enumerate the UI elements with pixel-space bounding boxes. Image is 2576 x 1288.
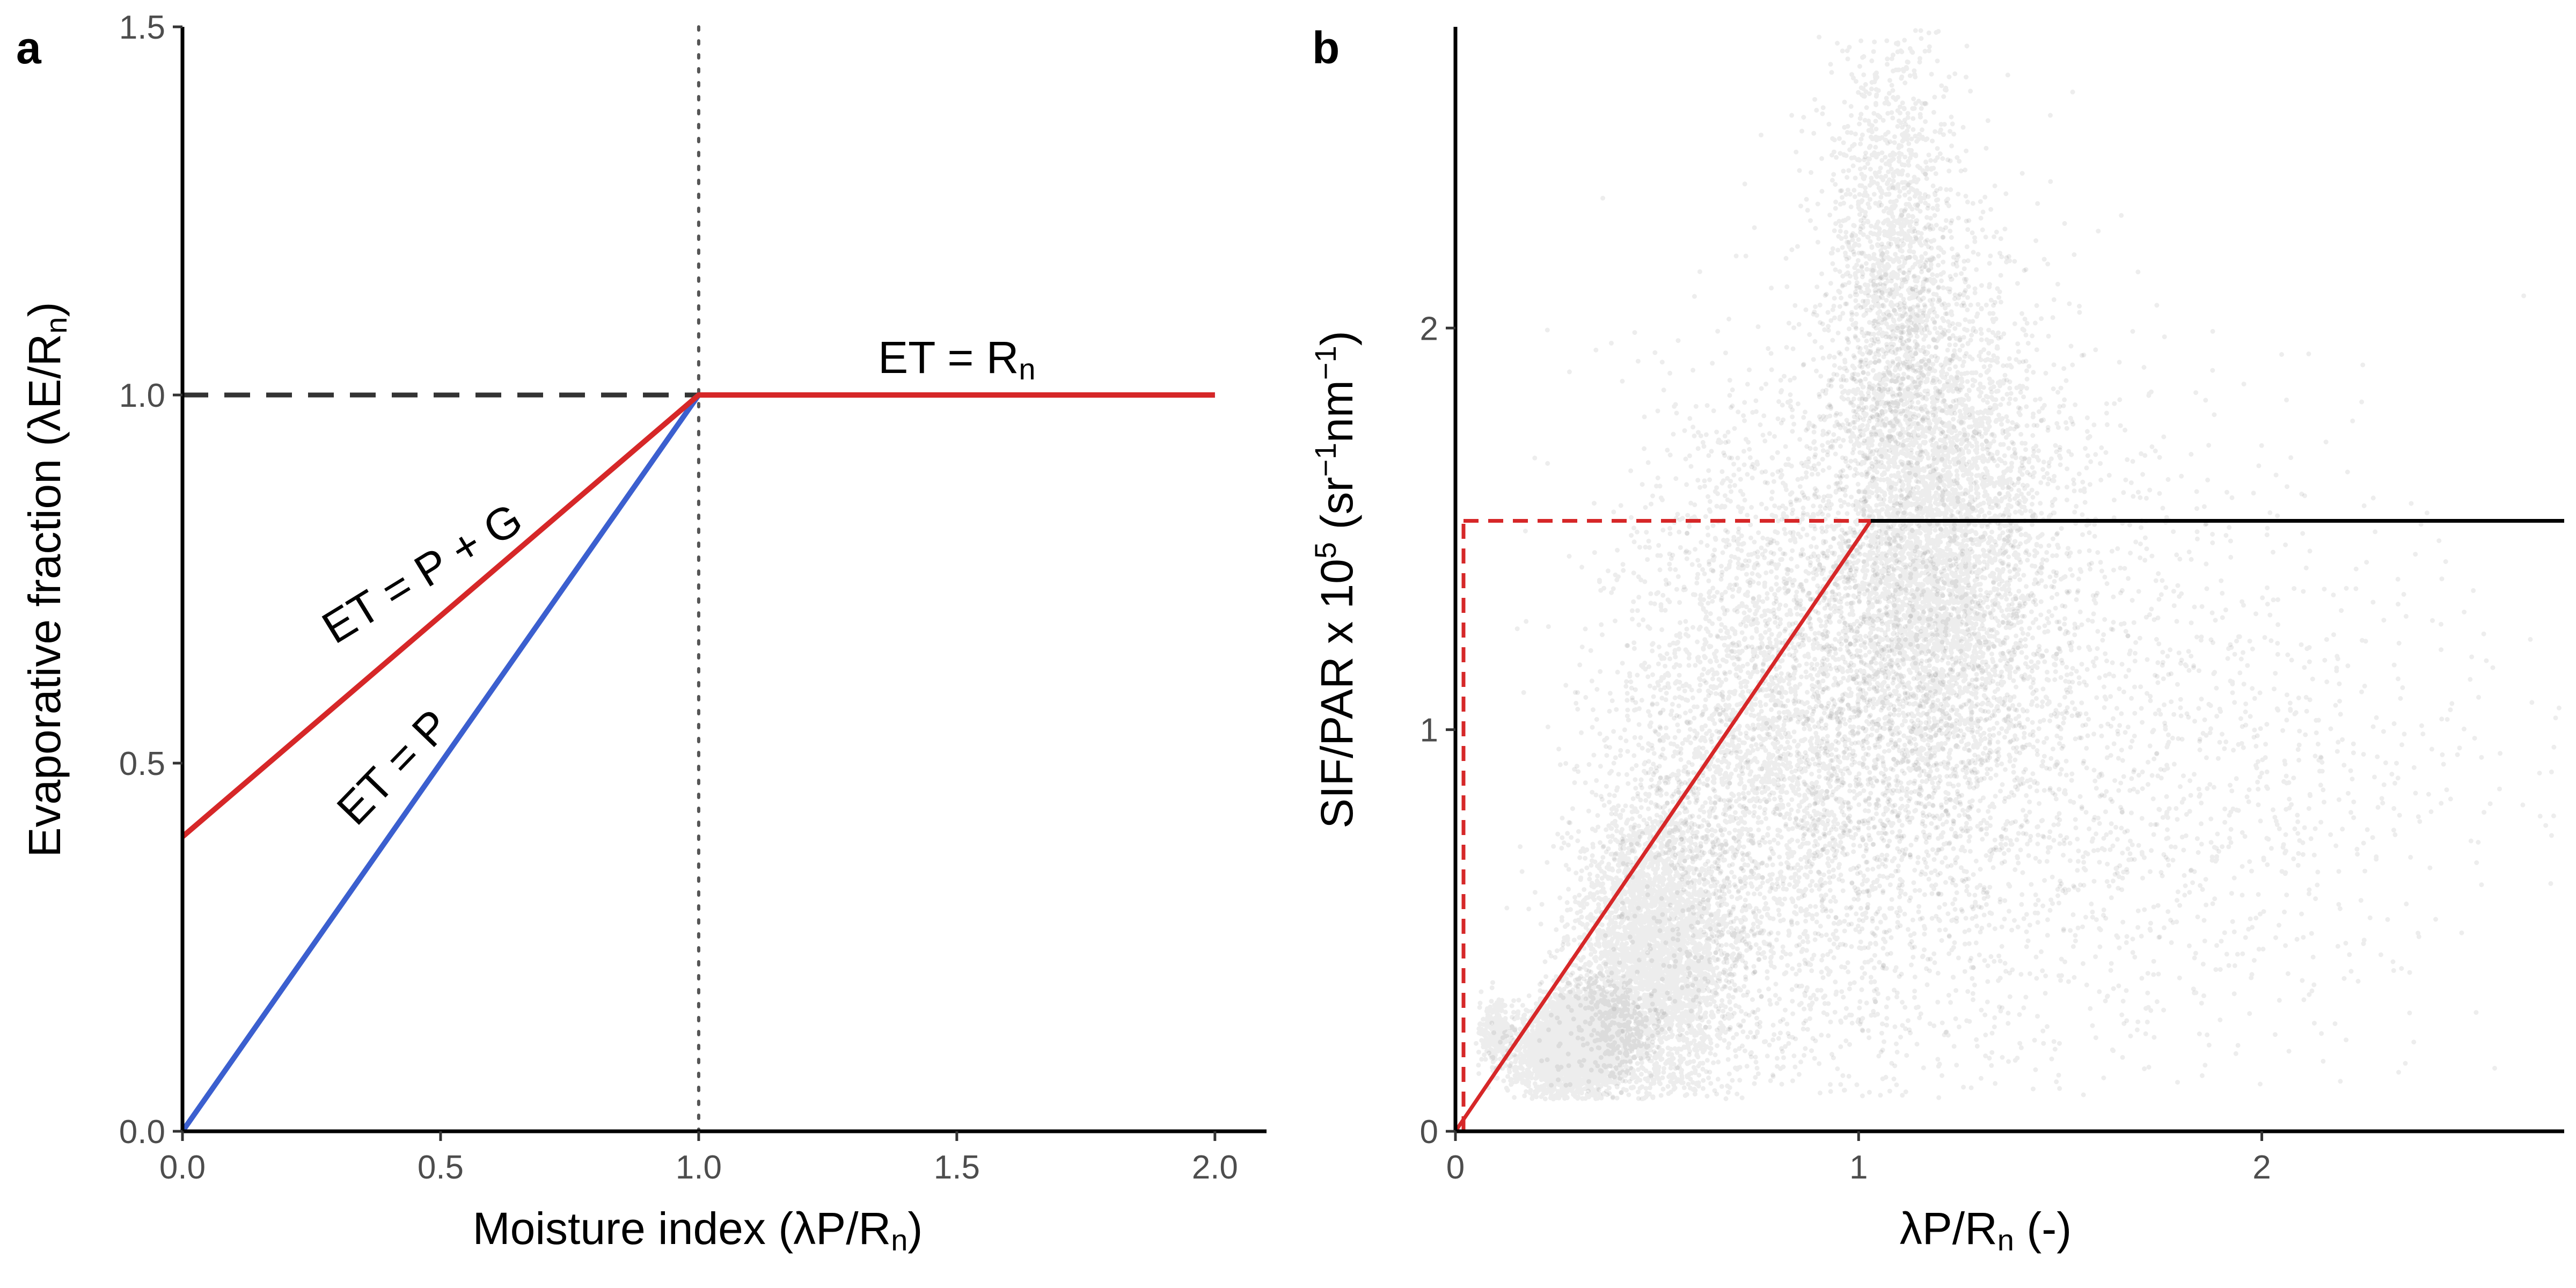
panel-a-xlabel-main: Moisture index (λP/R: [473, 1203, 891, 1254]
panel-a-series: [180, 392, 1215, 1133]
panel-b-scatter-cluster-6: [1762, 293, 2562, 1085]
panel-a-axes: [180, 27, 1267, 1133]
panel-a-ylabel-end: ): [19, 302, 70, 317]
panel-a-ylabel-sub: n: [39, 317, 73, 334]
panel-b-y-tick-label: 0: [1420, 1114, 1438, 1151]
panel-a-y-tick-label: 1.5: [119, 9, 165, 46]
panel-b-scatter-cluster-4: [1789, 28, 2030, 626]
panel-a-y-tick-label: 0.0: [119, 1114, 165, 1151]
panel-a-x-tick-label: 1.0: [676, 1149, 722, 1186]
panel-b-x-tick-label: 1: [1849, 1149, 1868, 1186]
panel-a-x-axis-title: Moisture index (λP/Rn): [473, 1203, 923, 1257]
panel-a-x-tick-label: 1.5: [934, 1149, 980, 1186]
panel-b-axes: [1453, 27, 2564, 1133]
panel-b-scatter-cluster-3: [1719, 71, 2128, 1061]
panel-b-ylabel-part-3: −1: [1308, 443, 1342, 477]
panel-b-scatter-cluster-0: [1485, 947, 1672, 1102]
panel-a-y-tick-label: 0.5: [119, 745, 165, 782]
panel-b-ylabel-part-2: (sr: [1312, 477, 1362, 542]
panel-a-xlabel-sub: n: [891, 1223, 908, 1257]
panel-b-xlabel-end: (-): [2014, 1203, 2072, 1254]
panel-b-fit-lines: [1454, 518, 2564, 1132]
panel-b-fit-rising-line: [1454, 519, 1872, 1132]
panel-b-scatter-cluster-1: [1504, 684, 1804, 1101]
panel-b-xlabel-main: λP/R: [1900, 1203, 1997, 1254]
panel-b-y-tick-label: 1: [1420, 712, 1438, 749]
panel-b-xlabel-sub: n: [1997, 1223, 2014, 1257]
panel-a-x-tick-label: 2.0: [1192, 1149, 1238, 1186]
panel-a-series-line-0: [180, 392, 1215, 839]
panel-b-x-axis-title: λP/Rn (-): [1900, 1203, 2072, 1257]
panel-b-scatter-points: [1474, 28, 2562, 1102]
panel-b-x-tick-label: 0: [1446, 1149, 1465, 1186]
panel-a-letter: a: [16, 23, 42, 73]
panel-b-y-axis-title: SIF/PAR x 105 (sr−1nm−1): [1308, 331, 1363, 828]
panel-a-xlabel-end: ): [908, 1203, 923, 1254]
panel-a-reference-lines: [182, 25, 700, 1133]
panel-b-scatter-cluster-2: [1514, 195, 2000, 1101]
panel-a-x-tick-label: 0.0: [159, 1149, 206, 1186]
panel-a-x-tick-label: 0.5: [418, 1149, 464, 1186]
panel-b-ylabel-part-4: nm: [1312, 380, 1362, 443]
panel-a-y-tick-label: 1.0: [119, 377, 165, 414]
panel-b-ylabel-part-6: ): [1312, 331, 1362, 346]
panel-b-ticks: 0 1 2 0 1 2: [1420, 310, 2271, 1186]
panel-b-letter: b: [1312, 23, 1340, 73]
panel-b-scatter-cluster-7: [1474, 980, 1519, 1081]
panel-a-annotation-2: ET = Rn: [878, 332, 1035, 386]
panel-a-y-axis-title: Evaporative fraction (λE/Rn): [19, 302, 73, 858]
panel-b-y-tick-label: 2: [1420, 310, 1438, 347]
panel-b-ylabel-part-5: −1: [1308, 346, 1342, 380]
panel-b-ylabel-part-1: 5: [1308, 542, 1342, 559]
panel-b-scatter-cluster-5: [1519, 72, 2418, 1100]
panel-b-x-tick-label: 2: [2252, 1149, 2271, 1186]
panel-b-ylabel-part-0: SIF/PAR x 10: [1312, 559, 1362, 829]
panel-a-ticks: 0.0 0.5 1.0 1.5 2.0 0.0 0.5 1.0 1.5: [119, 9, 1238, 1186]
panel-a-ylabel-main: Evaporative fraction (λE/R: [19, 334, 70, 858]
